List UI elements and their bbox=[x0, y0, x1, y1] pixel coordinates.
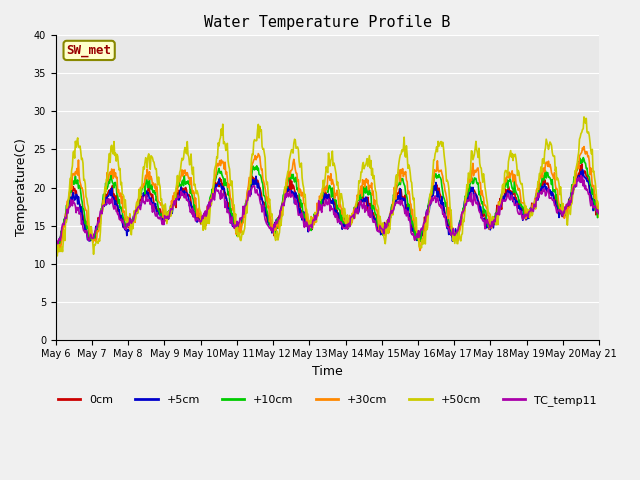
X-axis label: Time: Time bbox=[312, 365, 343, 378]
+50cm bbox=[52, 241, 60, 247]
TC_temp11 bbox=[577, 172, 585, 178]
Line: +50cm: +50cm bbox=[56, 117, 599, 256]
+10cm bbox=[394, 182, 402, 188]
+10cm bbox=[118, 209, 126, 215]
Legend: 0cm, +5cm, +10cm, +30cm, +50cm, TC_temp11: 0cm, +5cm, +10cm, +30cm, +50cm, TC_temp1… bbox=[54, 391, 602, 410]
+30cm bbox=[118, 193, 126, 199]
+10cm bbox=[579, 155, 587, 160]
+10cm bbox=[202, 209, 210, 215]
0cm bbox=[54, 247, 61, 252]
+5cm bbox=[173, 196, 180, 202]
Line: +10cm: +10cm bbox=[56, 157, 599, 252]
Title: Water Temperature Profile B: Water Temperature Profile B bbox=[204, 15, 451, 30]
0cm bbox=[63, 210, 70, 216]
+30cm bbox=[52, 252, 60, 258]
+50cm bbox=[202, 217, 210, 223]
+50cm bbox=[54, 253, 61, 259]
+10cm bbox=[54, 249, 61, 255]
+5cm bbox=[62, 214, 70, 219]
+30cm bbox=[63, 211, 70, 216]
+50cm bbox=[173, 173, 181, 179]
+5cm bbox=[394, 197, 401, 203]
Line: 0cm: 0cm bbox=[56, 164, 599, 250]
+30cm bbox=[52, 240, 60, 246]
+50cm bbox=[118, 191, 126, 197]
0cm bbox=[578, 161, 586, 167]
+5cm bbox=[579, 167, 586, 172]
+5cm bbox=[410, 225, 417, 231]
TC_temp11 bbox=[394, 200, 401, 206]
+50cm bbox=[580, 114, 588, 120]
TC_temp11 bbox=[202, 208, 209, 214]
+30cm bbox=[410, 216, 418, 222]
0cm bbox=[118, 216, 126, 221]
+5cm bbox=[595, 209, 603, 215]
TC_temp11 bbox=[62, 215, 70, 221]
0cm bbox=[52, 239, 60, 244]
Text: SW_met: SW_met bbox=[67, 44, 111, 57]
Line: +30cm: +30cm bbox=[56, 146, 599, 255]
+50cm bbox=[63, 219, 70, 225]
+30cm bbox=[595, 205, 603, 211]
+30cm bbox=[394, 170, 402, 176]
0cm bbox=[394, 190, 402, 195]
+5cm bbox=[202, 216, 209, 222]
+30cm bbox=[580, 144, 588, 149]
0cm bbox=[202, 213, 210, 218]
TC_temp11 bbox=[118, 216, 125, 222]
+50cm bbox=[410, 195, 418, 201]
TC_temp11 bbox=[595, 211, 603, 217]
+30cm bbox=[173, 189, 181, 194]
+30cm bbox=[202, 223, 210, 228]
Line: TC_temp11: TC_temp11 bbox=[56, 175, 599, 246]
0cm bbox=[173, 192, 181, 198]
TC_temp11 bbox=[410, 230, 417, 236]
Y-axis label: Temperature(C): Temperature(C) bbox=[15, 139, 28, 237]
+10cm bbox=[52, 243, 60, 249]
+10cm bbox=[63, 203, 70, 208]
0cm bbox=[595, 210, 603, 216]
+5cm bbox=[118, 213, 125, 218]
+5cm bbox=[52, 247, 60, 253]
TC_temp11 bbox=[173, 196, 180, 202]
+10cm bbox=[410, 225, 418, 230]
Line: +5cm: +5cm bbox=[56, 169, 599, 250]
TC_temp11 bbox=[52, 243, 60, 249]
+10cm bbox=[173, 185, 181, 191]
+50cm bbox=[595, 214, 603, 220]
+50cm bbox=[394, 167, 402, 173]
0cm bbox=[410, 227, 418, 232]
+10cm bbox=[595, 211, 603, 216]
